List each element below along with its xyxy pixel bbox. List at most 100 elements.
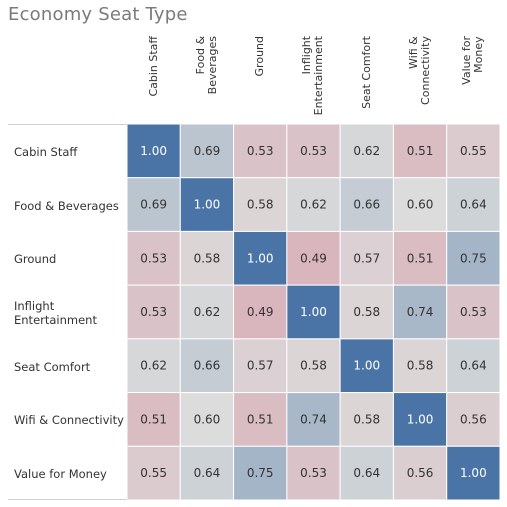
- column-header-label: Seat Comfort: [359, 36, 373, 109]
- cell-value-label: 0.53: [140, 305, 167, 319]
- cell-value-label: 0.56: [407, 466, 434, 480]
- cell-value-label: 0.49: [247, 305, 274, 319]
- cell-value-label: 1.00: [460, 466, 487, 480]
- cell-value-label: 0.58: [353, 412, 380, 426]
- row-label: Seat Comfort: [14, 359, 91, 374]
- chart-title: Economy Seat Type: [8, 4, 188, 25]
- cell-value-label: 0.69: [140, 198, 167, 212]
- cell-value-label: 0.51: [407, 251, 434, 265]
- heatmap-cell: [446, 124, 500, 179]
- cell-value-label: 0.53: [300, 144, 327, 158]
- heatmap-cell: [392, 284, 448, 340]
- cell-value-label: 1.00: [407, 412, 434, 426]
- cell-value-label: 0.66: [353, 198, 380, 212]
- heatmap-cell: [286, 392, 341, 447]
- column-header: Wifi & Connectivity: [393, 36, 446, 124]
- row-label: Inflight Entertainment: [14, 298, 97, 327]
- column-header: Inflight Entertainment: [287, 36, 340, 124]
- heatmap-cell: [392, 445, 448, 500]
- cell-value-label: 0.74: [300, 412, 327, 426]
- cell-value-label: 0.53: [300, 466, 327, 480]
- cell-value-label: 1.00: [353, 359, 380, 373]
- cell-value-label: 0.60: [407, 198, 434, 212]
- row-label: Value for Money: [14, 467, 107, 482]
- heatmap-cell: [127, 284, 181, 340]
- cell-value-label: 0.51: [407, 144, 434, 158]
- column-header: Cabin Staff: [127, 36, 180, 124]
- column-header: Seat Comfort: [340, 36, 393, 124]
- heatmap-cell: [233, 284, 288, 340]
- heatmap-cell: [392, 230, 448, 286]
- row-label: Food & Beverages: [14, 198, 119, 213]
- cell-value-label: 0.53: [140, 251, 167, 265]
- heatmap-cell: [339, 284, 394, 340]
- cell-value-label: 0.60: [194, 412, 221, 426]
- cell-value-label: 0.58: [247, 198, 274, 212]
- cell-value-label: 0.75: [460, 251, 487, 265]
- cell-value-label: 0.64: [460, 198, 487, 212]
- column-header-label: Food & Beverages: [193, 36, 219, 95]
- cell-value-label: 0.51: [140, 412, 167, 426]
- cell-value-label: 0.66: [194, 359, 221, 373]
- cell-value-label: 0.57: [247, 359, 274, 373]
- column-header-label: Ground: [253, 36, 267, 77]
- heatmap-cell: [339, 124, 394, 179]
- column-header: Ground: [234, 36, 287, 124]
- row-label: Wifi & Connectivity: [14, 413, 124, 428]
- cell-value-label: 0.69: [194, 144, 221, 158]
- cell-value-label: 1.00: [247, 251, 274, 265]
- cell-value-label: 0.58: [300, 359, 327, 373]
- heatmap-cell: [339, 230, 394, 286]
- cell-value-label: 0.62: [140, 359, 167, 373]
- cell-value-label: 1.00: [194, 198, 221, 212]
- heatmap-cell: [233, 177, 288, 232]
- heatmap-grid: 1.00 0.69 0.53 0.53 0.62 0.51 0.55 0.69 1.00 0.58…: [127, 124, 500, 500]
- cell-value-label: 1.00: [140, 144, 167, 158]
- cell-value-label: 0.55: [460, 144, 487, 158]
- column-header-label: Wifi & Connectivity: [407, 36, 433, 105]
- cell-value-label: 0.62: [300, 198, 327, 212]
- row-labels: Cabin Staff Food & Beverages Ground Infligh…: [8, 124, 127, 500]
- heatmap-cell: [179, 445, 235, 500]
- cell-value-label: 0.58: [353, 305, 380, 319]
- heatmap-cell: [446, 230, 500, 286]
- cell-value-label: 0.53: [247, 144, 274, 158]
- column-header-label: Value for Money: [460, 36, 486, 85]
- cell-value-label: 0.74: [407, 305, 434, 319]
- heatmap-cell: [339, 177, 394, 232]
- cell-value-label: 0.49: [300, 251, 327, 265]
- heatmap-cell: [179, 230, 235, 286]
- row-label: Cabin Staff: [14, 144, 78, 159]
- cell-value-label: 1.00: [300, 305, 327, 319]
- heatmap-cell: [286, 445, 341, 500]
- heatmap-cell: [179, 392, 235, 447]
- cell-value-label: 0.62: [194, 305, 221, 319]
- cell-value-label: 0.51: [247, 412, 274, 426]
- column-header-label: Inflight Entertainment: [300, 36, 326, 116]
- column-header-label: Cabin Staff: [146, 36, 160, 97]
- heatmap-cell: [446, 284, 500, 340]
- heatmap-cell: [286, 230, 341, 286]
- cell-value-label: 0.64: [460, 359, 487, 373]
- column-header: Value for Money: [447, 36, 500, 124]
- heatmap-cell: [127, 445, 181, 500]
- cell-value-label: 0.58: [407, 359, 434, 373]
- heatmap-cell: [179, 338, 235, 394]
- heatmap-cell: [446, 177, 500, 232]
- heatmap-cell: [233, 338, 288, 394]
- row-label: Ground: [14, 252, 57, 267]
- cell-value-label: 0.56: [460, 412, 487, 426]
- column-header: Food & Beverages: [180, 36, 233, 124]
- heatmap-cell: [286, 177, 341, 232]
- column-headers: Cabin Staff Food & Beverages Ground Infligh…: [127, 36, 500, 124]
- cell-value-label: 0.64: [353, 466, 380, 480]
- cell-value-label: 0.53: [460, 305, 487, 319]
- cell-value-label: 0.62: [353, 144, 380, 158]
- heatmap-cell: [127, 392, 181, 447]
- cell-value-label: 0.64: [194, 466, 221, 480]
- cell-value-label: 0.58: [194, 251, 221, 265]
- heatmap-cell: [339, 392, 394, 447]
- heatmap-cell: [179, 124, 235, 179]
- cell-value-label: 0.57: [353, 251, 380, 265]
- cell-value-label: 0.75: [247, 466, 274, 480]
